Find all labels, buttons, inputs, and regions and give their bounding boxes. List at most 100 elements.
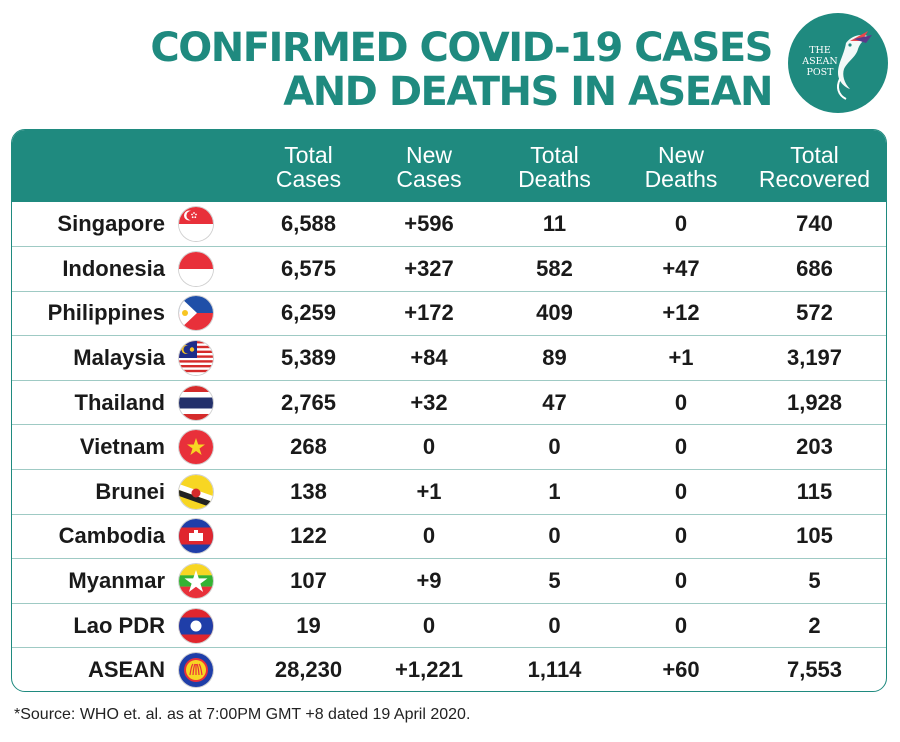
country-name: Thailand: [74, 389, 165, 415]
logo-text: THE ASEAN POST: [798, 45, 842, 78]
total-recovered-cell: 203: [796, 434, 833, 460]
myanmar-flag-icon: [179, 564, 213, 599]
covid-table-card: Total Cases New Cases Total Deaths New Death…: [11, 129, 887, 692]
new-deaths-cell: 0: [674, 478, 688, 504]
total-recovered-cell: 7,553: [786, 657, 843, 683]
country-name: Vietnam: [79, 434, 165, 460]
total-deaths-cell: 582: [536, 255, 573, 281]
malaysia-flag-icon: [179, 341, 213, 376]
table-row: Thailand 2,765 +32 47 0 1,928: [12, 380, 886, 425]
total-cases-cell: 19: [296, 612, 321, 638]
header-total-deaths: Total Deaths: [518, 142, 591, 192]
total-deaths-cell: 0: [548, 523, 561, 549]
total-cases-cell: 122: [290, 523, 327, 549]
header-country: [12, 130, 179, 202]
new-deaths-cell: +1: [668, 345, 694, 371]
country-name: ASEAN: [87, 657, 165, 683]
total-cases-cell: 268: [290, 434, 327, 460]
country-name: Singapore: [57, 211, 165, 237]
total-recovered-cell: 5: [808, 568, 821, 594]
logo-line-1: THE: [809, 45, 831, 56]
table-row: Indonesia 6,575 +327 582 +47 686: [12, 246, 886, 292]
new-cases-cell: +9: [416, 568, 442, 594]
total-recovered-cell: 3,197: [786, 345, 843, 371]
new-deaths-cell: 0: [674, 523, 688, 549]
header-total-cases: Total Cases: [275, 142, 342, 192]
new-cases-cell: 0: [422, 612, 436, 638]
total-recovered-cell: 2: [808, 612, 821, 638]
philippines-flag-icon: [179, 296, 213, 331]
table-row: Brunei 138 +1 1 0 115: [12, 469, 886, 515]
header-new-cases: New Cases: [396, 142, 462, 192]
new-deaths-cell: +12: [662, 300, 700, 326]
header-total-recovered: Total Recovered: [758, 142, 871, 192]
flag-cell: [179, 648, 247, 691]
total-recovered-cell: 105: [796, 523, 833, 549]
flag-cell: [179, 514, 247, 559]
flag-cell: [179, 291, 247, 336]
flag-cell: [179, 603, 247, 648]
header-flag: [179, 130, 247, 202]
new-cases-cell: +1: [416, 478, 442, 504]
total-recovered-cell: 572: [796, 300, 833, 326]
flag-cell: [179, 380, 247, 425]
cambodia-flag-icon: [179, 519, 213, 554]
total-recovered-cell: 1,928: [786, 389, 843, 415]
country-name: Indonesia: [62, 255, 165, 281]
table-row: Myanmar 107 +9 5 0 5: [12, 558, 886, 604]
country-name: Philippines: [47, 300, 165, 326]
total-deaths-cell: 0: [548, 612, 561, 638]
total-cases-cell: 6,575: [280, 255, 337, 281]
total-deaths-cell: 1,114: [527, 657, 582, 683]
new-deaths-cell: +47: [662, 255, 700, 281]
total-deaths-cell: 89: [542, 345, 567, 371]
total-cases-cell: 2,765: [280, 389, 337, 415]
flag-cell: [179, 336, 247, 381]
header-new-deaths: New Deaths: [644, 142, 718, 192]
new-cases-cell: +1,221: [395, 657, 463, 683]
total-cases-cell: 6,588: [280, 211, 337, 237]
total-cases-cell: 5,389: [280, 345, 337, 371]
country-name: Cambodia: [58, 523, 165, 549]
flag-cell: [179, 559, 247, 604]
total-cases-cell: 6,259: [280, 300, 337, 326]
title-line-1: CONFIRMED COVID-19 CASES: [150, 25, 773, 71]
table-row: ASEAN 28,230 +1,221 1,114 +60 7,553: [12, 647, 886, 691]
new-deaths-cell: 0: [674, 568, 688, 594]
singapore-flag-icon: [179, 207, 213, 242]
new-deaths-cell: +60: [662, 657, 700, 683]
flag-cell: [179, 470, 247, 515]
new-deaths-cell: 0: [674, 612, 688, 638]
country-name: Brunei: [95, 478, 165, 504]
total-deaths-cell: 47: [542, 389, 567, 415]
total-recovered-cell: 740: [796, 211, 833, 237]
flag-cell: [179, 202, 247, 247]
total-deaths-cell: 5: [548, 568, 561, 594]
table-row: Philippines 6,259 +172 409 +12 572: [12, 291, 886, 336]
new-cases-cell: +172: [404, 300, 454, 326]
source-note: *Source: WHO et. al. as at 7:00PM GMT +8…: [14, 706, 471, 723]
total-deaths-cell: 1: [548, 478, 561, 504]
new-cases-cell: +596: [404, 211, 454, 237]
total-cases-cell: 138: [290, 478, 327, 504]
total-cases-cell: 28,230: [274, 657, 343, 683]
thailand-flag-icon: [179, 385, 213, 420]
country-name: Myanmar: [68, 568, 165, 594]
title-line-2: AND DEATHS IN ASEAN: [283, 69, 773, 115]
indonesia-flag-icon: [179, 251, 213, 286]
total-deaths-cell: 0: [548, 434, 561, 460]
page-title: CONFIRMED COVID-19 CASES AND DEATHS IN A…: [150, 25, 773, 115]
total-cases-cell: 107: [290, 568, 327, 594]
new-cases-cell: +84: [410, 345, 448, 371]
new-cases-cell: 0: [422, 434, 436, 460]
table-header-row: Total Cases New Cases Total Deaths New Death…: [12, 130, 886, 202]
flag-cell: [179, 425, 247, 470]
logo-line-2: ASEAN: [802, 56, 838, 67]
new-deaths-cell: 0: [674, 434, 688, 460]
total-deaths-cell: 11: [542, 211, 567, 237]
table-row: Lao PDR 19 0 0 0 2: [12, 603, 886, 648]
new-cases-cell: +327: [404, 255, 454, 281]
country-name: Malaysia: [73, 345, 165, 371]
total-recovered-cell: 686: [796, 255, 833, 281]
laos-flag-icon: [179, 608, 213, 643]
